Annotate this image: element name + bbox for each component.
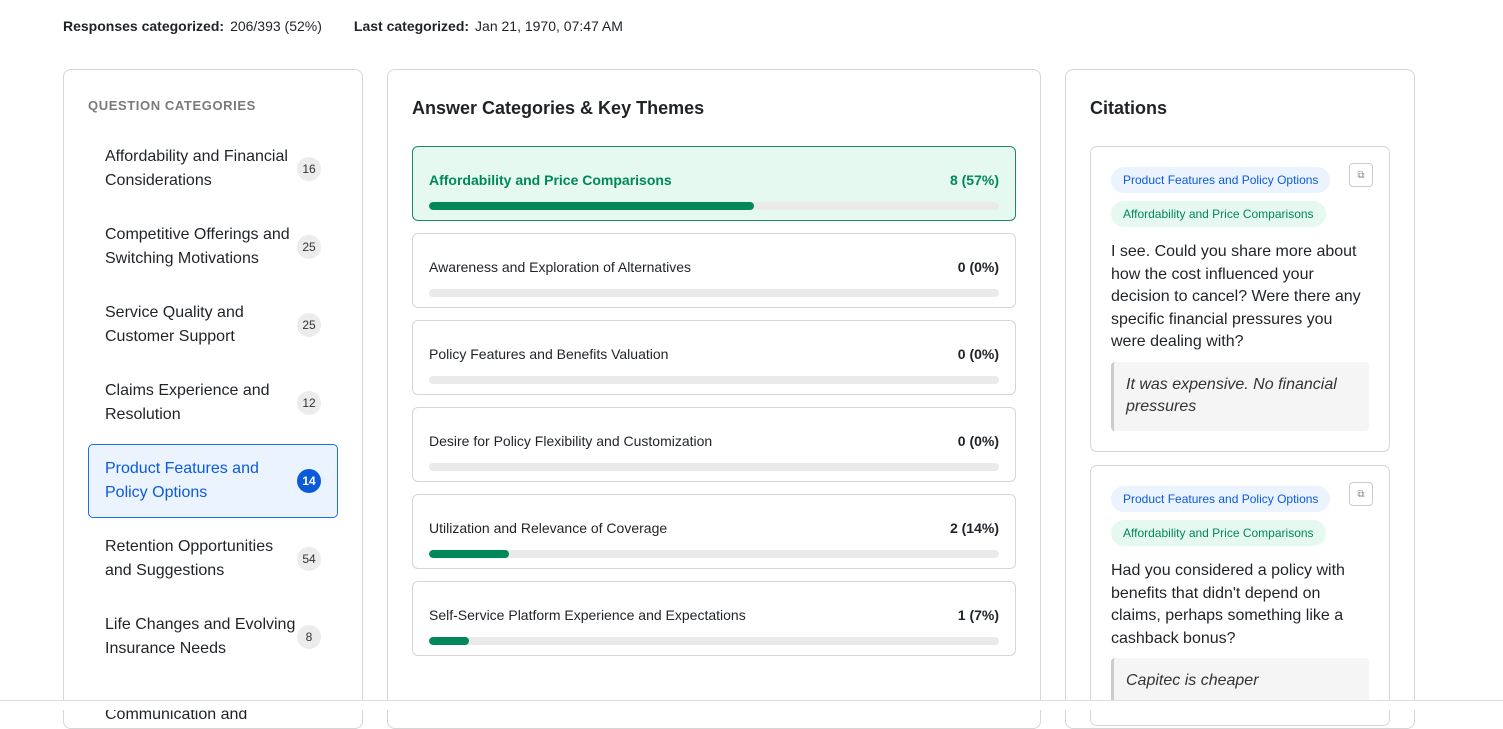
question-categories-heading: QUESTION CATEGORIES — [88, 98, 256, 113]
citations-panel: Citations ⧉ Product Features and Policy … — [1065, 69, 1415, 729]
copy-icon[interactable]: ⧉ — [1349, 163, 1373, 187]
citation-answer: It was expensive. No financial pressures — [1111, 361, 1369, 431]
count-badge: 16 — [297, 157, 321, 181]
progress-bar — [429, 376, 999, 384]
copy-icon[interactable]: ⧉ — [1349, 482, 1373, 506]
answer-category-value: 8 (57%) — [949, 172, 999, 188]
count-badge: 25 — [297, 235, 321, 259]
question-category-item[interactable]: Retention Opportunities and Suggestions 5… — [88, 522, 338, 596]
question-category-item[interactable]: Affordability and Financial Consideratio… — [88, 132, 338, 206]
progress-fill — [429, 202, 754, 210]
answer-category-card[interactable]: Desire for Policy Flexibility and Custom… — [412, 407, 1016, 482]
answer-category-row: Policy Features and Benefits Valuation 0 … — [429, 346, 999, 362]
question-category-tag: Product Features and Policy Options — [1111, 486, 1331, 512]
progress-fill — [429, 550, 509, 558]
answer-category-card[interactable]: Utilization and Relevance of Coverage 2 (… — [412, 494, 1016, 569]
answer-category-row: Desire for Policy Flexibility and Custom… — [429, 433, 999, 449]
count-badge: 54 — [297, 547, 321, 571]
citation-card: ⧉ Product Features and Policy Options Af… — [1090, 146, 1390, 452]
citations-heading: Citations — [1090, 98, 1168, 118]
progress-fill — [429, 637, 469, 645]
answer-category-card[interactable]: Policy Features and Benefits Valuation 0 … — [412, 320, 1016, 395]
progress-bar — [429, 202, 999, 210]
answer-category-label: Policy Features and Benefits Valuation — [429, 346, 669, 362]
question-category-item[interactable]: Service Quality and Customer Support 25 — [88, 288, 338, 362]
count-badge: 8 — [297, 625, 321, 649]
answer-categories-heading: Answer Categories & Key Themes — [412, 98, 705, 118]
bottom-divider — [0, 700, 1503, 710]
answer-category-card[interactable]: Affordability and Price Comparisons 8 (57… — [412, 146, 1016, 221]
answer-category-row: Utilization and Relevance of Coverage 2 (… — [429, 520, 999, 536]
count-badge: 25 — [297, 313, 321, 337]
count-badge: 12 — [297, 391, 321, 415]
answer-category-card[interactable]: Self-Service Platform Experience and Exp… — [412, 581, 1016, 656]
answer-category-value: 2 (14%) — [949, 520, 999, 536]
answer-category-row: Awareness and Exploration of Alternative… — [429, 259, 999, 275]
answer-category-label: Utilization and Relevance of Coverage — [429, 520, 668, 536]
responses-categorized: Responses categorized: 206/393 (52%) — [63, 18, 322, 34]
question-category-tag: Product Features and Policy Options — [1111, 167, 1331, 193]
progress-bar — [429, 637, 999, 645]
answer-categories-panel: Answer Categories & Key Themes Affordabi… — [387, 69, 1041, 729]
answer-category-label: Awareness and Exploration of Alternative… — [429, 259, 692, 275]
answer-category-label: Affordability and Price Comparisons — [429, 172, 672, 188]
citation-question: Had you considered a policy with benefit… — [1111, 562, 1345, 647]
answer-category-label: Self-Service Platform Experience and Exp… — [429, 607, 746, 623]
answer-category-value: 1 (7%) — [957, 607, 999, 623]
question-category-item-selected[interactable]: Product Features and Policy Options 14 — [88, 444, 338, 518]
answer-category-value: 0 (0%) — [957, 346, 999, 362]
count-badge: 14 — [297, 469, 321, 493]
answer-category-tag: Affordability and Price Comparisons — [1111, 520, 1326, 546]
summary-bar: Responses categorized: 206/393 (52%) Last… — [63, 18, 623, 34]
answer-category-row: Self-Service Platform Experience and Exp… — [429, 607, 999, 623]
answer-category-card[interactable]: Awareness and Exploration of Alternative… — [412, 233, 1016, 308]
question-category-item[interactable]: Competitive Offerings and Switching Moti… — [88, 210, 338, 284]
question-category-item[interactable]: Claims Experience and Resolution 12 — [88, 366, 338, 440]
citation-answer: Capitec is cheaper — [1111, 658, 1369, 705]
answer-category-row: Affordability and Price Comparisons 8 (57… — [429, 172, 999, 188]
question-category-item[interactable]: Life Changes and Evolving Insurance Need… — [88, 600, 338, 674]
progress-bar — [429, 550, 999, 558]
citation-card: ⧉ Product Features and Policy Options Af… — [1090, 465, 1390, 726]
answer-category-value: 0 (0%) — [957, 259, 999, 275]
answer-category-tag: Affordability and Price Comparisons — [1111, 201, 1326, 227]
citation-question: I see. Could you share more about how th… — [1111, 243, 1361, 350]
progress-bar — [429, 289, 999, 297]
question-categories-panel: QUESTION CATEGORIES Affordability and Fi… — [63, 69, 363, 729]
answer-category-label: Desire for Policy Flexibility and Custom… — [429, 433, 713, 449]
answer-category-value: 0 (0%) — [957, 433, 999, 449]
last-categorized: Last categorized: Jan 21, 1970, 07:47 AM — [353, 18, 623, 34]
progress-bar — [429, 463, 999, 471]
